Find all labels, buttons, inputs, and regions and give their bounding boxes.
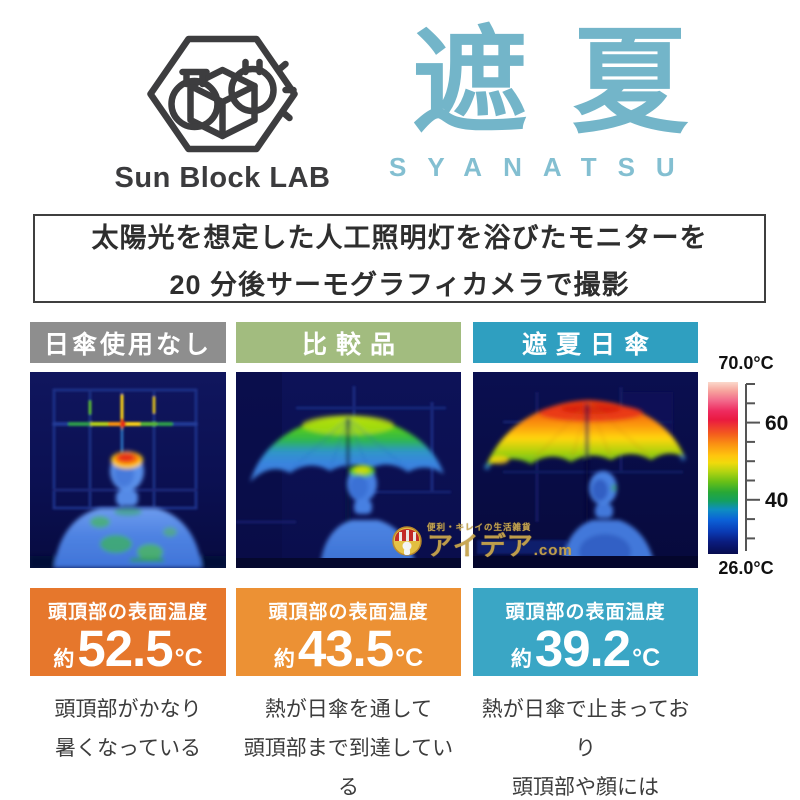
- temperature-scale-bar: [708, 382, 738, 554]
- product-logo-kanji: 遮夏: [412, 17, 732, 147]
- caption-syanatsu: 熱が日傘で止まっており 頭頂部や顔には 届いていない: [481, 698, 690, 799]
- temp-card-title: 頭頂部の表面温度: [505, 602, 666, 623]
- temp-card-title: 頭頂部の表面温度: [47, 602, 208, 623]
- experiment-description-line2: 20 分後サーモグラフィカメラで撮影: [169, 269, 630, 300]
- product-logo: 遮夏 SYANATSU: [368, 17, 732, 183]
- thermal-image-syanatsu: [473, 372, 698, 568]
- column-header-comparison: 比較品: [236, 322, 461, 363]
- temp-unit: °C: [174, 644, 203, 672]
- temp-card-no-umbrella: 頭頂部の表面温度 約 52.5 °C: [30, 588, 226, 676]
- temp-value: 43.5: [297, 620, 394, 676]
- column-syanatsu: 遮夏日傘: [473, 322, 698, 800]
- temp-value: 52.5: [77, 620, 173, 676]
- scale-ruler: 60 40: [745, 383, 788, 551]
- temp-unit: °C: [632, 644, 661, 672]
- experiment-description-box: 太陽光を想定した人工照明灯を浴びたモニターを 20 分後サーモグラフィカメラで撮…: [33, 214, 766, 303]
- column-header-syanatsu: 遮夏日傘: [473, 322, 698, 363]
- column-comparison: 比較品: [236, 322, 461, 800]
- thermal-image-no-umbrella: [30, 372, 226, 568]
- temp-card-title: 頭頂部の表面温度: [268, 602, 429, 623]
- lab-name: Sun Block LAB: [114, 162, 331, 194]
- caption-no-umbrella: 頭頂部がかなり 暑くなっている: [54, 698, 202, 760]
- scale-max-label: 70.0°C: [718, 353, 774, 373]
- temp-card-syanatsu: 頭頂部の表面温度 約 39.2 °C: [473, 588, 698, 676]
- temp-approx: 約: [53, 648, 75, 671]
- scale-tick-60: 60: [765, 412, 788, 435]
- product-logo-romaji: SYANATSU: [389, 151, 696, 182]
- caption-comparison: 熱が日傘を通して 頭頂部まで到達している: [243, 698, 454, 799]
- column-no-umbrella: 日傘使用なし: [30, 322, 226, 769]
- scale-min-label: 26.0°C: [718, 558, 774, 578]
- temp-unit: °C: [395, 644, 424, 672]
- temp-approx: 約: [510, 648, 532, 671]
- lab-logo: Sun Block LAB: [105, 28, 340, 195]
- temp-card-comparison: 頭頂部の表面温度 約 43.5 °C: [236, 588, 461, 676]
- column-header-no-umbrella: 日傘使用なし: [30, 322, 226, 363]
- temp-value: 39.2: [534, 620, 631, 676]
- scale-tick-40: 40: [765, 489, 788, 512]
- lab-hexagon-flask-icon: [147, 35, 298, 153]
- thermal-image-comparison: [236, 372, 461, 568]
- experiment-description-line1: 太陽光を想定した人工照明灯を浴びたモニターを: [91, 222, 708, 253]
- temp-approx: 約: [273, 648, 295, 671]
